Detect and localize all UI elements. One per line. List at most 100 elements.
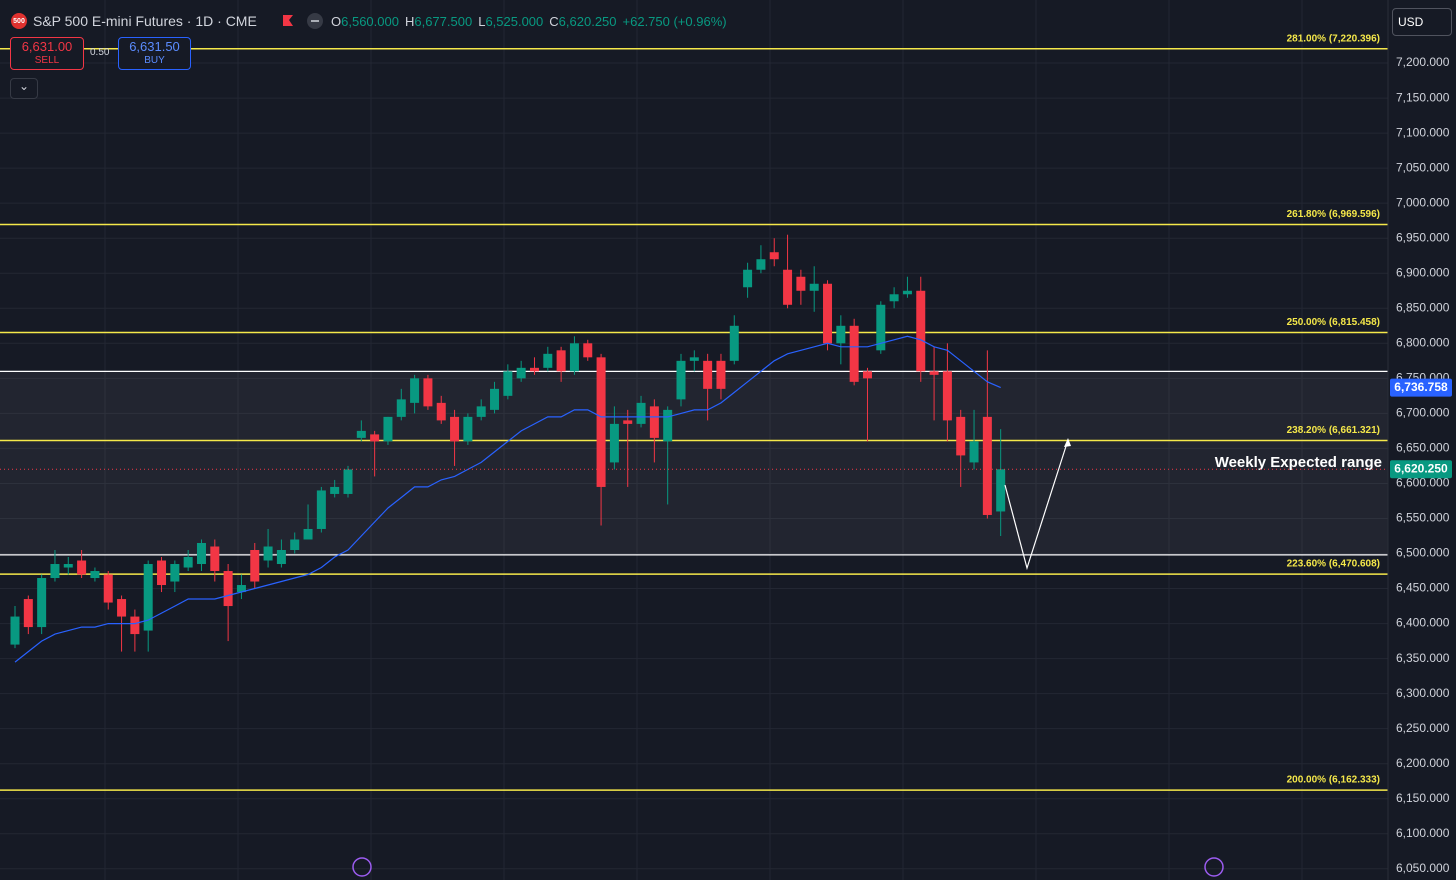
candle-body (290, 539, 300, 550)
buy-price: 6,631.50 (129, 39, 180, 54)
y-tick-label: 6,700.000 (1396, 406, 1450, 420)
range-label: Weekly Expected range (1215, 454, 1382, 471)
y-tick-label: 7,200.000 (1396, 55, 1450, 69)
candle-body (956, 416, 966, 456)
price-label-box (1390, 460, 1452, 479)
candle-body (623, 420, 633, 424)
candle-body (916, 290, 926, 372)
y-tick-label: 6,550.000 (1396, 511, 1450, 525)
range-area (0, 371, 1388, 555)
y-tick-label: 6,150.000 (1396, 791, 1450, 805)
y-tick-label: 6,900.000 (1396, 265, 1450, 279)
candle-body (543, 353, 553, 368)
logo (11, 13, 27, 29)
ohlc-value: 6,620.250 (558, 14, 617, 29)
candle-body (902, 290, 912, 295)
candle-body (862, 371, 872, 379)
ohlc-key: C (549, 14, 559, 29)
symbol: S&P 500 E-mini Futures · 1D · CME (33, 13, 257, 29)
candle-body (170, 564, 180, 582)
price-label: 6,736.758 (1394, 380, 1448, 394)
currency: USD (1398, 15, 1424, 29)
candle-body (689, 357, 699, 361)
candle-body (276, 550, 286, 565)
candle-body (316, 490, 326, 529)
event-icon[interactable] (352, 857, 372, 877)
event-icon[interactable] (1204, 857, 1224, 877)
fib-label: 200.00% (6,162.333) (1287, 775, 1380, 786)
candle-body (636, 402, 646, 424)
y-tick-label: 6,050.000 (1396, 861, 1450, 875)
candle-body (942, 371, 952, 421)
moving-average (14, 335, 1001, 663)
y-tick-label: 6,850.000 (1396, 300, 1450, 314)
candle-body (183, 557, 193, 568)
sell-label: SELL (34, 55, 60, 66)
ohlc-value: 6,560.000 (341, 14, 399, 29)
candle-body (676, 360, 686, 400)
drawn-path (1004, 439, 1069, 571)
ohlc: O6,560.000 H6,677.500 L6,525.000 C6,620.250… (331, 14, 727, 29)
ohlc-key: L (478, 14, 486, 29)
candle-body (569, 343, 579, 372)
candle-body (583, 343, 593, 358)
flag-icon[interactable] (283, 15, 293, 26)
candle-body (463, 416, 473, 442)
candle-body (756, 259, 766, 270)
buy-label: BUY (144, 55, 165, 66)
candle-body (490, 388, 500, 410)
buy-button[interactable]: 6,631.50 BUY (118, 37, 191, 70)
candle-body (383, 416, 393, 442)
y-tick-label: 7,150.000 (1396, 90, 1450, 104)
candle-body (809, 283, 819, 291)
candle-body (716, 360, 726, 389)
candle-body (796, 276, 806, 291)
candle-body (263, 546, 273, 561)
candle-body (609, 423, 619, 463)
ohlc-key: O (331, 14, 342, 29)
candle-body (410, 378, 420, 403)
candle-body (37, 578, 47, 628)
candle-body (117, 599, 127, 617)
fib-label: 238.20% (6,661.321) (1287, 425, 1380, 436)
candle-body (196, 542, 206, 565)
fib-label: 250.00% (6,815.458) (1287, 317, 1380, 328)
sell-button[interactable]: 6,631.00 SELL (10, 37, 84, 70)
candle-body (929, 371, 939, 375)
candle-body (10, 616, 20, 645)
candle-body (50, 564, 60, 579)
candle-body (503, 371, 513, 396)
y-tick-label: 6,600.000 (1396, 476, 1450, 490)
candle-body (876, 304, 886, 351)
candle-body (476, 406, 486, 417)
candle-body (556, 350, 566, 372)
candle-body (996, 469, 1006, 512)
y-tick-label: 6,250.000 (1396, 721, 1450, 735)
collapse-button[interactable]: ⌄ (10, 78, 38, 99)
candle-body (77, 560, 87, 575)
fib-label: 223.60% (6,470.608) (1287, 559, 1380, 570)
candle-body (703, 360, 713, 389)
candle-body (596, 357, 606, 487)
y-tick-label: 6,950.000 (1396, 230, 1450, 244)
candle-body (823, 283, 833, 344)
candle-body (90, 571, 100, 579)
ohlc-key: H (404, 14, 415, 29)
candle-body (223, 571, 233, 607)
candle-body (343, 469, 353, 494)
y-tick-label: 6,100.000 (1396, 826, 1450, 840)
candle-body (436, 402, 446, 421)
fib-label: 261.80% (6,969.596) (1287, 209, 1380, 220)
y-tick-label: 6,350.000 (1396, 651, 1450, 665)
candle-body (370, 434, 380, 442)
logo-text: 500 (13, 18, 25, 25)
fib-label: 281.00% (7,220.396) (1287, 33, 1380, 44)
candle-body (396, 399, 406, 417)
candle-body (210, 546, 220, 572)
candle-body (783, 269, 793, 305)
currency-select[interactable]: USD (1392, 8, 1452, 36)
candle-body (769, 252, 779, 260)
candle-body (130, 616, 140, 635)
